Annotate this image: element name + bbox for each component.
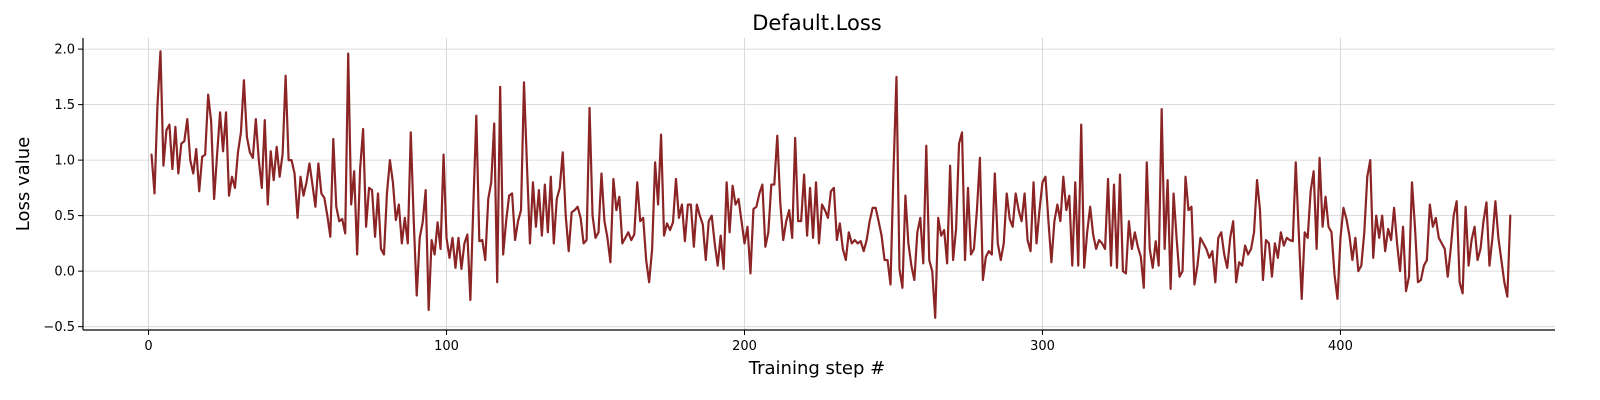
y-tick-label: 2.0 xyxy=(54,43,75,58)
chart-title: Default.Loss xyxy=(752,11,881,35)
y-tick-label: −0.5 xyxy=(43,320,75,335)
x-ticks: 0 100 200 300 400 xyxy=(144,330,1353,354)
x-tick-label: 0 xyxy=(144,339,152,354)
y-tick-label: 0.0 xyxy=(54,265,75,280)
y-axis-label: Loss value xyxy=(13,137,34,231)
series-layer xyxy=(150,50,1512,319)
x-tick-label: 300 xyxy=(1030,339,1055,354)
y-tick-label: 1.0 xyxy=(54,154,75,169)
y-tick-label: 0.5 xyxy=(54,209,75,224)
x-tick-label: 400 xyxy=(1328,339,1353,354)
y-ticks: −0.5 0.0 0.5 1.0 1.5 2.0 xyxy=(43,43,83,335)
y-tick-label: 1.5 xyxy=(54,98,75,113)
grid-lines xyxy=(83,38,1555,330)
x-tick-label: 100 xyxy=(434,339,459,354)
x-axis-label: Training step # xyxy=(748,358,886,379)
loss-series-line xyxy=(150,50,1512,319)
x-tick-label: 200 xyxy=(732,339,757,354)
